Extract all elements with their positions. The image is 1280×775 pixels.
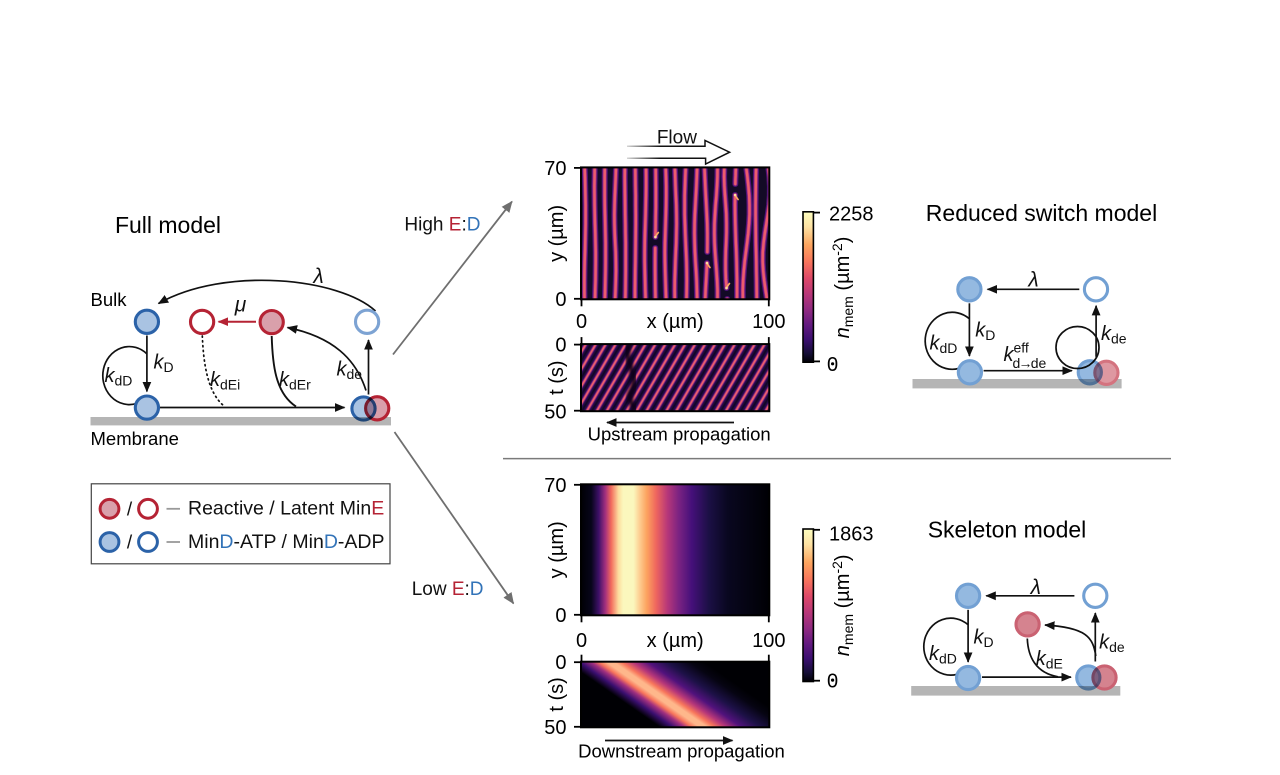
- svg-text:d→de: d→de: [1013, 355, 1047, 371]
- svg-text:Skeleton model: Skeleton model: [928, 517, 1087, 543]
- svg-text:nmem (µm-2): nmem (µm-2): [829, 554, 856, 656]
- svg-text:100: 100: [752, 630, 785, 652]
- svg-text:70: 70: [544, 158, 566, 180]
- svg-text:Bulk: Bulk: [91, 289, 128, 310]
- svg-text:x (µm): x (µm): [647, 630, 704, 652]
- svg-text:Reactive / Latent MinE: Reactive / Latent MinE: [188, 498, 384, 520]
- svg-text:MinD-ATP / MinD-ADP: MinD-ATP / MinD-ADP: [188, 531, 385, 553]
- svg-text:50: 50: [544, 717, 566, 739]
- svg-text:0: 0: [555, 605, 566, 627]
- svg-text:eff: eff: [1014, 340, 1029, 356]
- svg-text:k: k: [1004, 344, 1015, 366]
- svg-text:Downstream propagation: Downstream propagation: [578, 741, 785, 762]
- svg-text:100: 100: [752, 311, 785, 333]
- svg-text:50: 50: [544, 401, 566, 423]
- svg-text:λ: λ: [1027, 268, 1038, 291]
- svg-text:2258: 2258: [829, 203, 874, 225]
- svg-text:λ: λ: [1030, 576, 1041, 599]
- svg-text:t (s): t (s): [546, 360, 568, 394]
- svg-text:70: 70: [544, 475, 566, 497]
- svg-text:High E:D: High E:D: [404, 214, 480, 235]
- svg-text:Full model: Full model: [115, 212, 221, 238]
- svg-text:t (s): t (s): [546, 677, 568, 711]
- svg-text:y (µm): y (µm): [546, 521, 568, 578]
- svg-text:0: 0: [555, 334, 566, 356]
- svg-text:/: /: [127, 533, 133, 554]
- svg-text:Low E:D: Low E:D: [412, 579, 484, 600]
- svg-text:0: 0: [576, 311, 587, 333]
- svg-text:μ: μ: [234, 294, 247, 317]
- svg-text:y (µm): y (µm): [546, 205, 568, 262]
- svg-text:0: 0: [555, 289, 566, 311]
- svg-text:Reduced switch model: Reduced switch model: [926, 200, 1157, 226]
- svg-text:Upstream propagation: Upstream propagation: [588, 423, 771, 444]
- svg-text:/: /: [127, 499, 133, 520]
- svg-text:0: 0: [555, 652, 566, 674]
- svg-text:0: 0: [576, 630, 587, 652]
- svg-text:nmem (µm-2): nmem (µm-2): [829, 237, 856, 339]
- svg-text:λ: λ: [312, 265, 323, 288]
- svg-text:x (µm): x (µm): [647, 311, 704, 333]
- svg-text:Flow: Flow: [657, 127, 697, 148]
- svg-text:1863: 1863: [829, 524, 874, 546]
- svg-text:Membrane: Membrane: [91, 428, 179, 449]
